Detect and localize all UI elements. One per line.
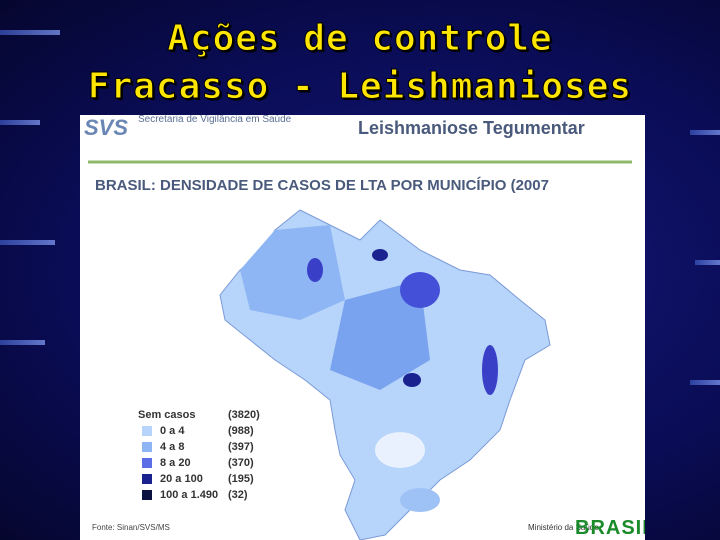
swatch bbox=[142, 442, 152, 452]
stripe bbox=[0, 120, 40, 125]
header-title: Leishmaniose Tegumentar bbox=[358, 118, 585, 138]
legend-range: 100 a 1.490 bbox=[160, 489, 219, 501]
legend-row: 20 a 100 (195) bbox=[138, 471, 278, 487]
map-title: BRASIL: DENSIDADE DE CASOS DE LTA POR MU… bbox=[95, 177, 549, 194]
legend-swatches bbox=[142, 426, 152, 500]
region bbox=[240, 225, 345, 320]
legend-count: (988) bbox=[228, 425, 254, 437]
region bbox=[482, 345, 498, 395]
ministry: Ministério da Saúde bbox=[528, 523, 599, 532]
legend: Sem casos (3820) 0 a 4 (988) 4 a 8 (397) 8 a 2… bbox=[138, 407, 278, 503]
brand: BRASIL bbox=[575, 517, 645, 539]
legend-row: Sem casos (3820) bbox=[138, 407, 278, 423]
legend-row: 8 a 20 (370) bbox=[138, 455, 278, 471]
stripe bbox=[0, 30, 60, 35]
source: Fonte: Sinan/SVS/MS bbox=[92, 523, 170, 532]
legend-row: 4 a 8 (397) bbox=[138, 439, 278, 455]
swatch bbox=[142, 490, 152, 500]
region bbox=[307, 258, 323, 282]
region bbox=[330, 280, 430, 390]
region bbox=[400, 488, 440, 512]
legend-range: 20 a 100 bbox=[160, 473, 203, 485]
brazil-map bbox=[219, 209, 551, 540]
legend-row: 0 a 4 (988) bbox=[138, 423, 278, 439]
map-panel: SVS Secretaria de Vigilância em Saúde Le… bbox=[80, 115, 645, 540]
region bbox=[375, 432, 425, 468]
legend-count: (370) bbox=[228, 457, 254, 469]
swatch bbox=[142, 474, 152, 484]
legend-row: 100 a 1.490 (32) bbox=[138, 487, 278, 503]
logo-text: Secretaria de Vigilância em Saúde bbox=[138, 115, 292, 125]
region bbox=[400, 272, 440, 308]
stripe bbox=[690, 130, 720, 135]
legend-count: (32) bbox=[228, 489, 248, 501]
legend-range: 4 a 8 bbox=[160, 441, 185, 453]
legend-range: 8 a 20 bbox=[160, 457, 191, 469]
legend-range: Sem casos bbox=[138, 409, 196, 421]
legend-range: 0 a 4 bbox=[160, 425, 185, 437]
legend-count: (3820) bbox=[228, 409, 260, 421]
slide-title: Ações de controle bbox=[167, 18, 553, 60]
stripe bbox=[690, 380, 720, 385]
legend-count: (397) bbox=[228, 441, 254, 453]
stripe bbox=[0, 240, 55, 245]
map-graphic bbox=[88, 160, 632, 540]
legend-count: (195) bbox=[228, 473, 254, 485]
stripe bbox=[0, 340, 45, 345]
swatch bbox=[142, 426, 152, 436]
region bbox=[372, 249, 388, 261]
slide-title: Fracasso - Leishmanioses bbox=[87, 66, 633, 108]
logo-mark: SVS bbox=[84, 115, 129, 140]
region bbox=[403, 373, 421, 387]
stripe bbox=[695, 260, 720, 265]
swatch bbox=[142, 458, 152, 468]
